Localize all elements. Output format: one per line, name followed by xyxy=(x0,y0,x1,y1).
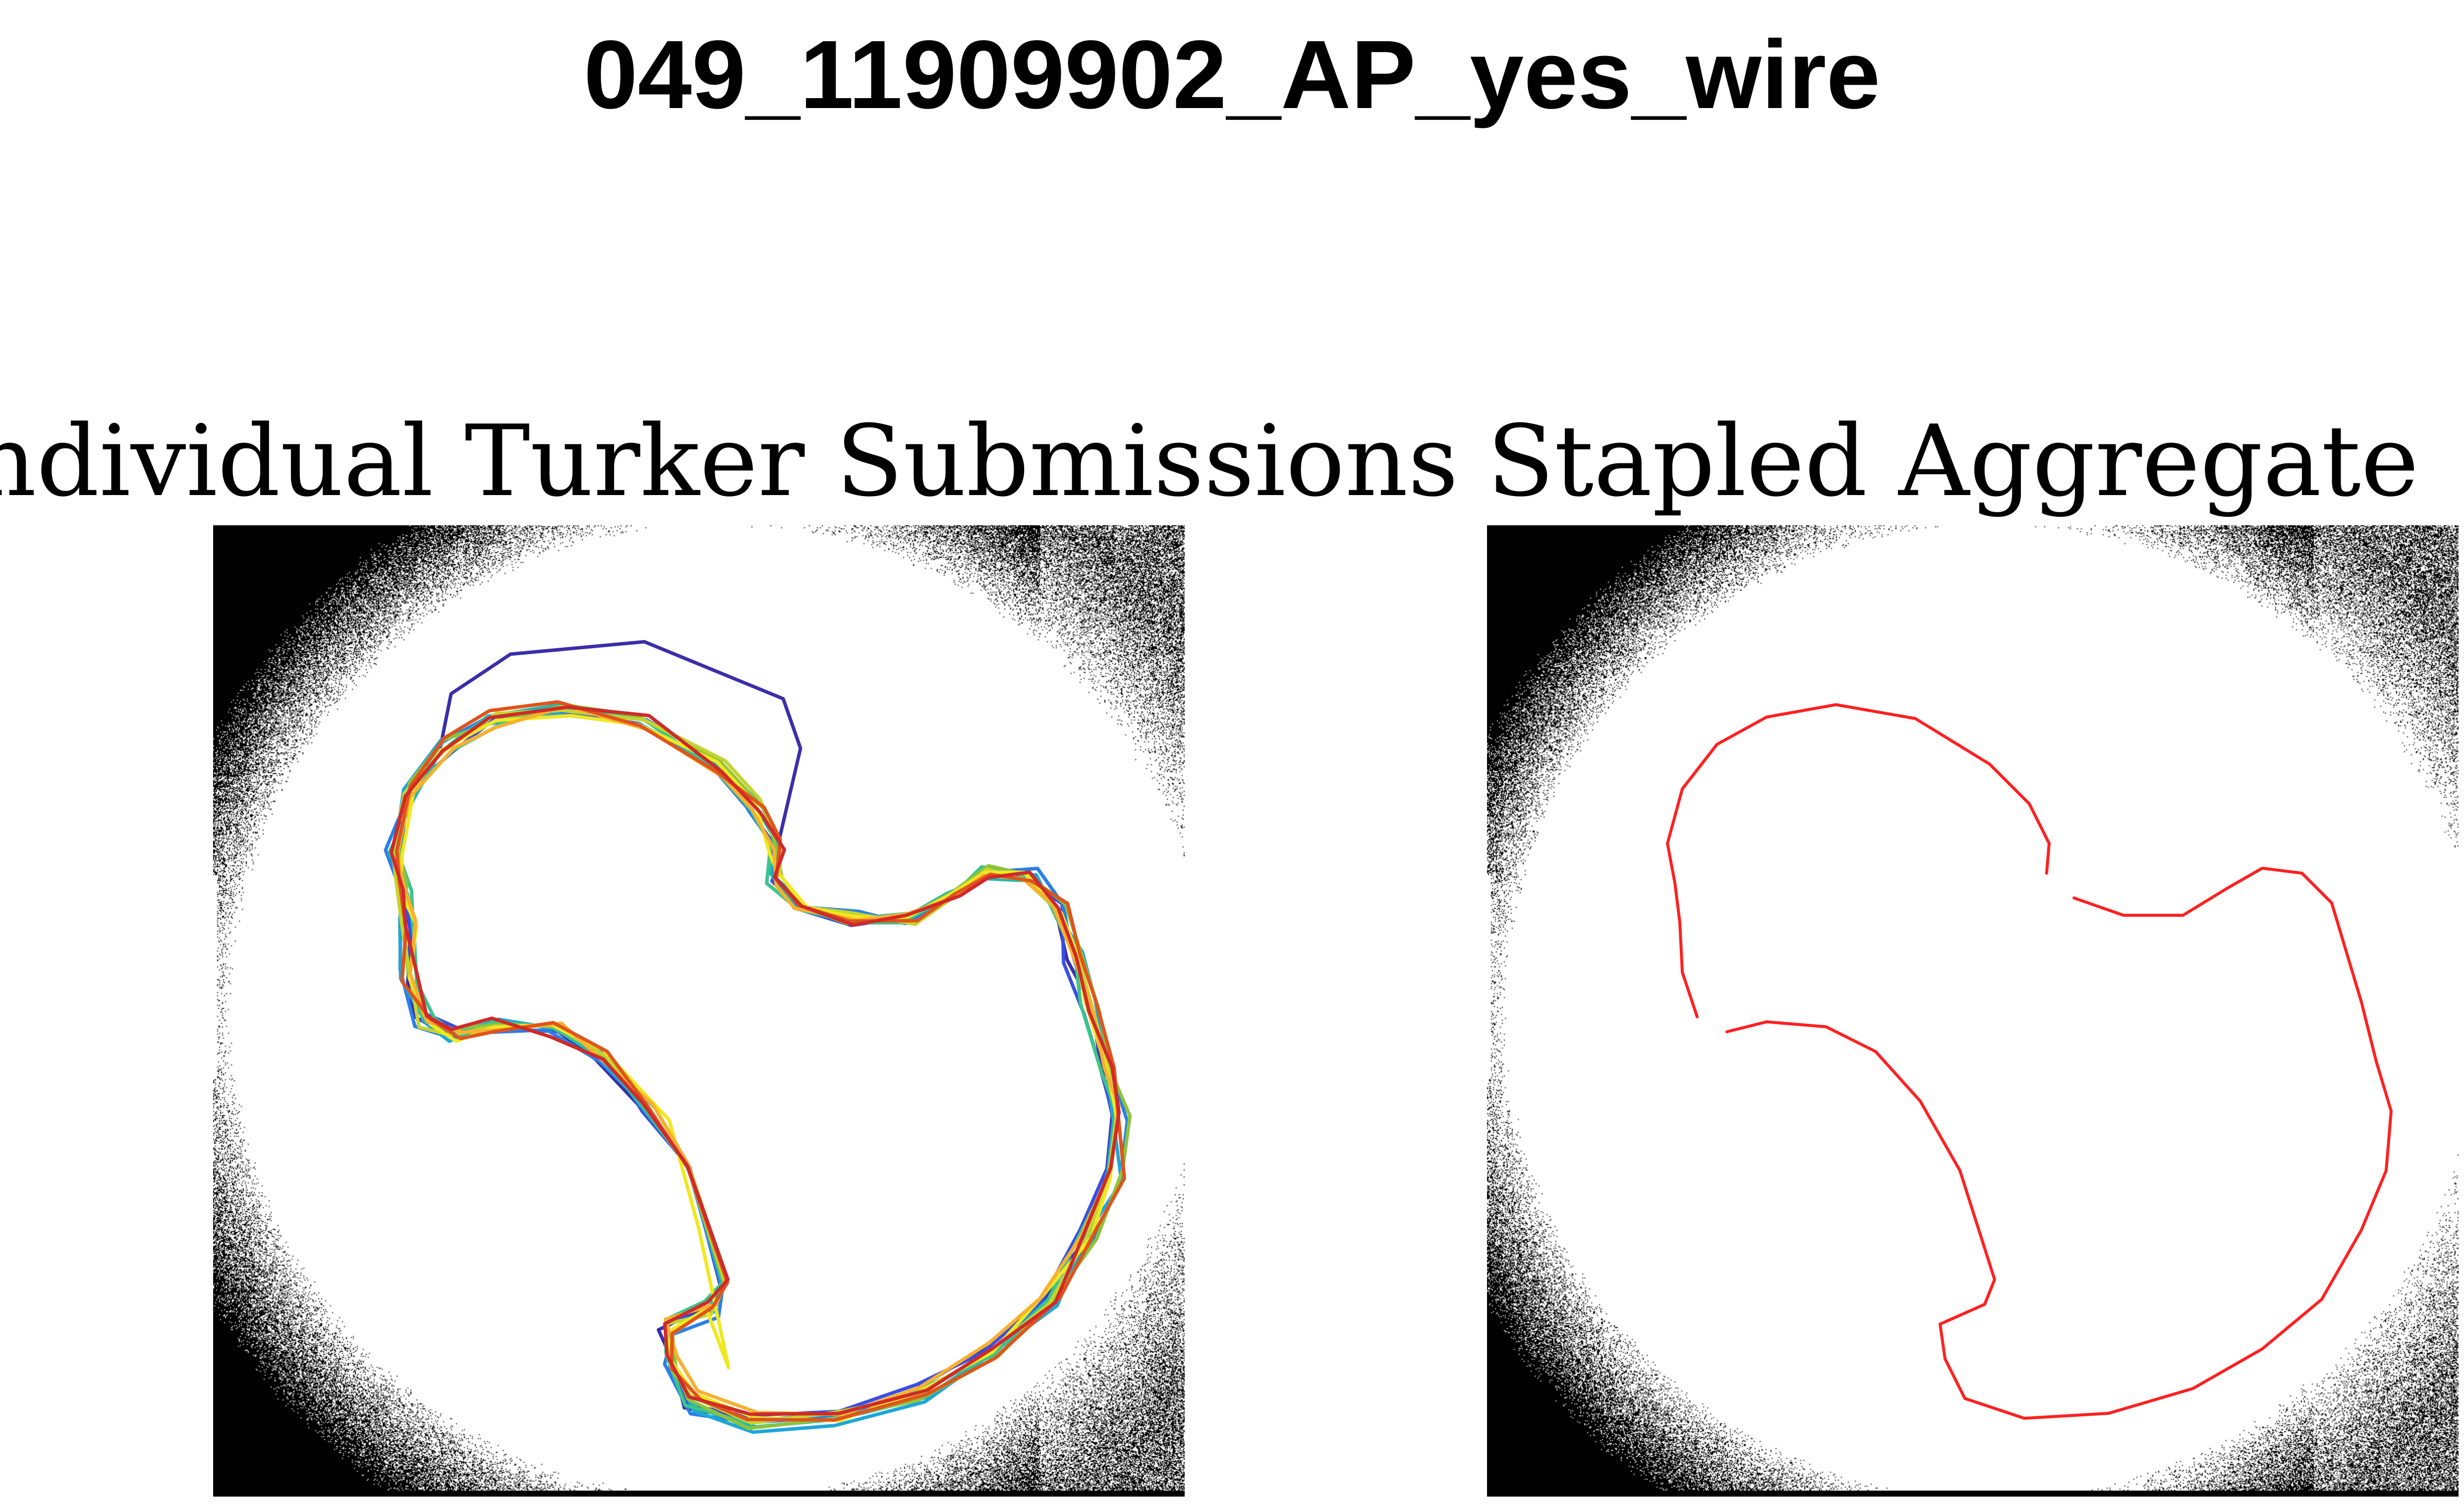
submission-outline xyxy=(395,700,1126,1422)
aggregate-segment xyxy=(1678,921,1684,974)
aggregate-segment xyxy=(1765,703,1837,719)
aggregate-segment xyxy=(1983,1278,1996,1306)
figure-title: 049_11909902_AP_yes_wire xyxy=(583,20,1881,129)
aggregate-segment xyxy=(2261,1298,2323,1350)
aggregate-segment xyxy=(1874,1050,1922,1103)
aggregate-segment xyxy=(2345,951,2363,1003)
aggregate-segment xyxy=(1666,787,1684,845)
aggregate-segment xyxy=(1963,1397,2026,1420)
aggregate-segment xyxy=(2360,1169,2388,1231)
aggregate-panel xyxy=(1487,525,2459,1497)
aggregate-segment xyxy=(1681,971,1699,1018)
aggregate-segment xyxy=(2330,901,2348,954)
xray-noise-background xyxy=(1487,525,2459,1497)
aggregate-segment xyxy=(2375,1060,2393,1113)
aggregate-segment xyxy=(2072,896,2125,917)
submission-outline xyxy=(395,704,1121,1416)
aggregate-segment xyxy=(1825,1025,1877,1053)
aggregate-segment xyxy=(1765,1020,1828,1028)
submission-outlines xyxy=(384,640,1132,1434)
panel-title-submissions: Individual Turker Submissions xyxy=(0,403,1459,518)
aggregate-segment xyxy=(2385,1110,2393,1172)
aggregate-segment xyxy=(2045,842,2051,875)
submission-outline xyxy=(390,705,1121,1416)
aggregate-segment xyxy=(1958,1169,1996,1281)
aggregate-segment xyxy=(1666,842,1676,885)
aggregate-segment xyxy=(2023,1412,2110,1420)
aggregate-segment xyxy=(2028,802,2051,845)
aggregate-segment xyxy=(1914,717,1991,766)
aggregate-outline xyxy=(1666,703,2393,1420)
aggregate-segment xyxy=(1681,743,1719,790)
aggregate-segment xyxy=(1939,1323,1947,1360)
aggregate-segment xyxy=(2107,1387,2194,1415)
submissions-panel xyxy=(213,525,1185,1497)
aggregate-segment xyxy=(1673,882,1681,924)
aggregate-segment xyxy=(2226,867,2264,890)
aggregate-segment xyxy=(1716,716,1768,746)
aggregate-segment xyxy=(1988,763,2031,805)
aggregate-segment xyxy=(1939,1303,1986,1326)
aggregate-segment xyxy=(2181,887,2229,917)
aggregate-segment xyxy=(2261,867,2303,875)
aggregate-segment xyxy=(2191,1347,2264,1390)
aggregate-segment xyxy=(1725,1020,1768,1033)
aggregate-segment xyxy=(2300,872,2333,904)
aggregate-segment xyxy=(2320,1228,2363,1301)
aggregate-segment xyxy=(2360,1001,2378,1063)
panel-title-aggregate: Stapled Aggregate xyxy=(1487,403,2419,518)
aggregate-segment xyxy=(1919,1100,1961,1172)
aggregate-segment xyxy=(1834,703,1917,720)
aggregate-segment xyxy=(1944,1357,1966,1400)
